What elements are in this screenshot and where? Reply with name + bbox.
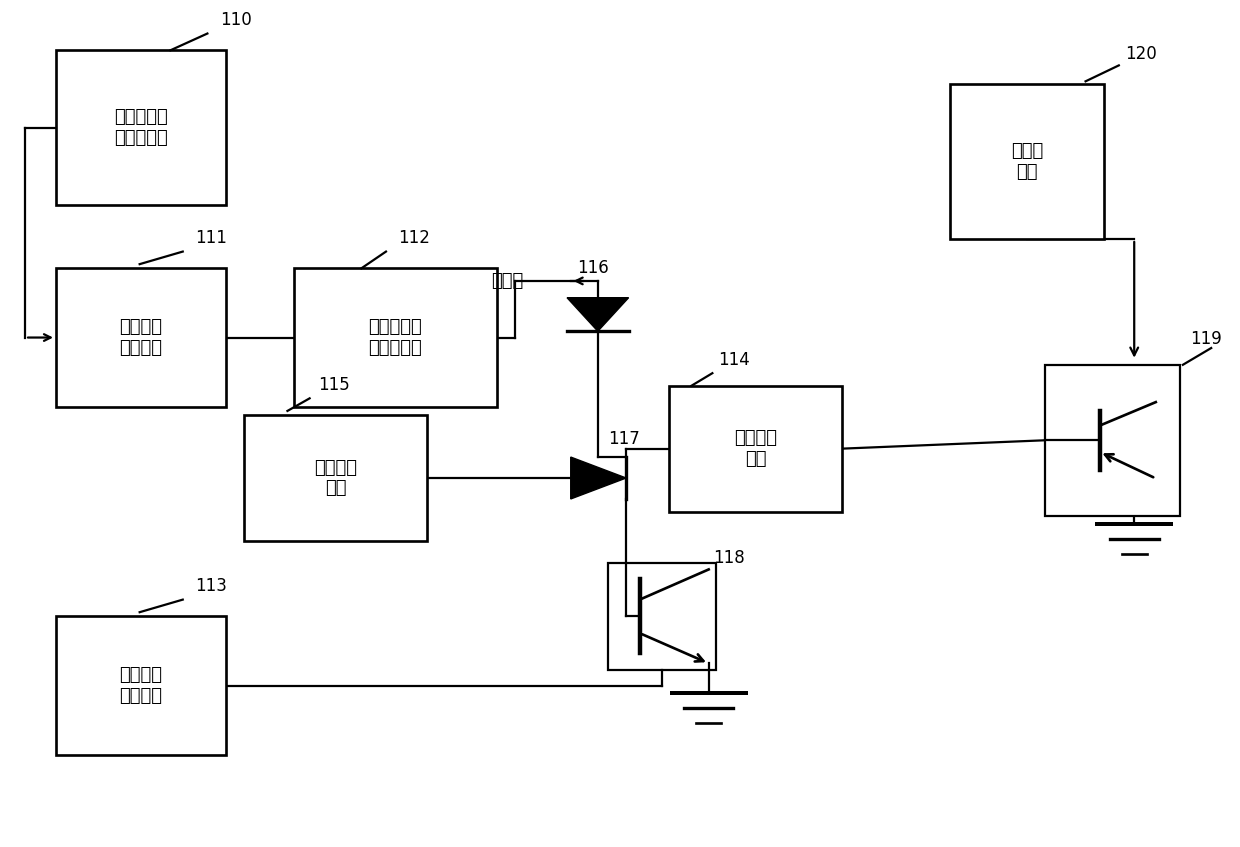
Bar (56, 50, 226, 206)
Text: 太阳电
池阵: 太阳电 池阵 (1011, 142, 1043, 180)
Text: 111: 111 (195, 230, 227, 247)
Text: 119: 119 (1190, 329, 1221, 348)
Text: 启动欠压
保护电路: 启动欠压 保护电路 (119, 667, 162, 705)
Text: 电源控制单
机一次母线: 电源控制单 机一次母线 (114, 108, 167, 147)
Text: 启动过压保
护比较电路: 启动过压保 护比较电路 (368, 318, 422, 357)
Bar (608, 562, 715, 670)
Text: 120: 120 (1125, 45, 1157, 63)
Bar (56, 268, 226, 407)
Text: 驱动执行
电路: 驱动执行 电路 (734, 429, 777, 468)
Text: 母线电压
采样电路: 母线电压 采样电路 (119, 318, 162, 357)
Text: 114: 114 (718, 351, 750, 369)
Bar (1045, 365, 1180, 516)
Bar (294, 268, 497, 407)
Polygon shape (567, 297, 629, 331)
Text: 116: 116 (577, 258, 609, 276)
Text: 高电平: 高电平 (491, 272, 523, 290)
Bar (950, 84, 1104, 239)
Bar (56, 617, 226, 755)
Bar (670, 385, 842, 512)
Text: 115: 115 (319, 376, 350, 394)
Bar (244, 415, 427, 541)
Text: 118: 118 (713, 549, 745, 567)
Text: 113: 113 (195, 578, 227, 595)
Polygon shape (570, 457, 626, 499)
Text: 110: 110 (219, 11, 252, 30)
Text: 112: 112 (398, 230, 430, 247)
Text: 分流控制
电路: 分流控制 电路 (314, 458, 357, 497)
Text: 117: 117 (608, 430, 640, 448)
